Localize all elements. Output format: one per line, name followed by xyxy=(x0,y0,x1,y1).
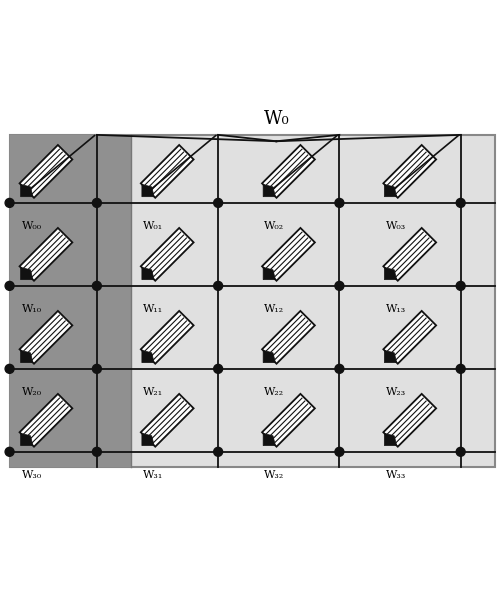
Polygon shape xyxy=(20,394,72,447)
Text: W₀₁: W₀₁ xyxy=(143,221,163,231)
Polygon shape xyxy=(142,350,154,362)
Polygon shape xyxy=(141,145,193,198)
Circle shape xyxy=(5,198,14,207)
Text: W₃₃: W₃₃ xyxy=(385,470,406,480)
Polygon shape xyxy=(21,434,33,446)
Text: W₂₂: W₂₂ xyxy=(264,387,285,397)
Polygon shape xyxy=(20,228,72,281)
Circle shape xyxy=(92,198,101,207)
Circle shape xyxy=(5,447,14,456)
Circle shape xyxy=(92,364,101,373)
Polygon shape xyxy=(263,268,276,280)
Circle shape xyxy=(335,198,344,207)
Polygon shape xyxy=(141,228,193,281)
Text: W₀: W₀ xyxy=(264,111,289,128)
Polygon shape xyxy=(263,434,276,446)
Polygon shape xyxy=(383,145,436,198)
Circle shape xyxy=(335,282,344,291)
Text: W₁₀: W₁₀ xyxy=(22,304,42,314)
Polygon shape xyxy=(383,394,436,447)
Polygon shape xyxy=(142,184,154,197)
Circle shape xyxy=(5,364,14,373)
Circle shape xyxy=(335,447,344,456)
Circle shape xyxy=(213,282,222,291)
Bar xyxy=(10,135,494,467)
Polygon shape xyxy=(20,145,72,198)
Text: W₂₁: W₂₁ xyxy=(143,387,163,397)
Polygon shape xyxy=(142,268,154,280)
Circle shape xyxy=(335,364,344,373)
Polygon shape xyxy=(263,184,276,197)
Polygon shape xyxy=(141,394,193,447)
Circle shape xyxy=(92,447,101,456)
Circle shape xyxy=(213,198,222,207)
Polygon shape xyxy=(384,184,397,197)
Polygon shape xyxy=(384,268,397,280)
Polygon shape xyxy=(262,394,315,447)
Text: W₃₀: W₃₀ xyxy=(22,470,42,480)
Circle shape xyxy=(456,364,465,373)
Polygon shape xyxy=(262,145,315,198)
Text: W₁₁: W₁₁ xyxy=(143,304,163,314)
Circle shape xyxy=(213,364,222,373)
Circle shape xyxy=(92,282,101,291)
Polygon shape xyxy=(21,184,33,197)
Circle shape xyxy=(5,282,14,291)
Text: W₂₃: W₂₃ xyxy=(385,387,406,397)
Text: W₀₂: W₀₂ xyxy=(264,221,285,231)
Text: W₁₃: W₁₃ xyxy=(385,304,406,314)
Circle shape xyxy=(456,198,465,207)
Text: W₀₀: W₀₀ xyxy=(22,221,42,231)
Polygon shape xyxy=(21,350,33,362)
Polygon shape xyxy=(263,350,276,362)
Polygon shape xyxy=(384,434,397,446)
Polygon shape xyxy=(383,311,436,364)
Text: W₀₃: W₀₃ xyxy=(385,221,406,231)
Polygon shape xyxy=(142,434,154,446)
Polygon shape xyxy=(141,311,193,364)
Circle shape xyxy=(213,447,222,456)
Polygon shape xyxy=(262,311,315,364)
Polygon shape xyxy=(383,228,436,281)
Circle shape xyxy=(456,282,465,291)
Text: W₃₁: W₃₁ xyxy=(143,470,163,480)
Text: W₂₀: W₂₀ xyxy=(22,387,42,397)
Text: W₃₂: W₃₂ xyxy=(264,470,285,480)
Text: W₁₂: W₁₂ xyxy=(264,304,285,314)
Polygon shape xyxy=(21,268,33,280)
Circle shape xyxy=(456,447,465,456)
Polygon shape xyxy=(384,350,397,362)
Bar xyxy=(10,135,131,467)
Polygon shape xyxy=(262,228,315,281)
Polygon shape xyxy=(20,311,72,364)
